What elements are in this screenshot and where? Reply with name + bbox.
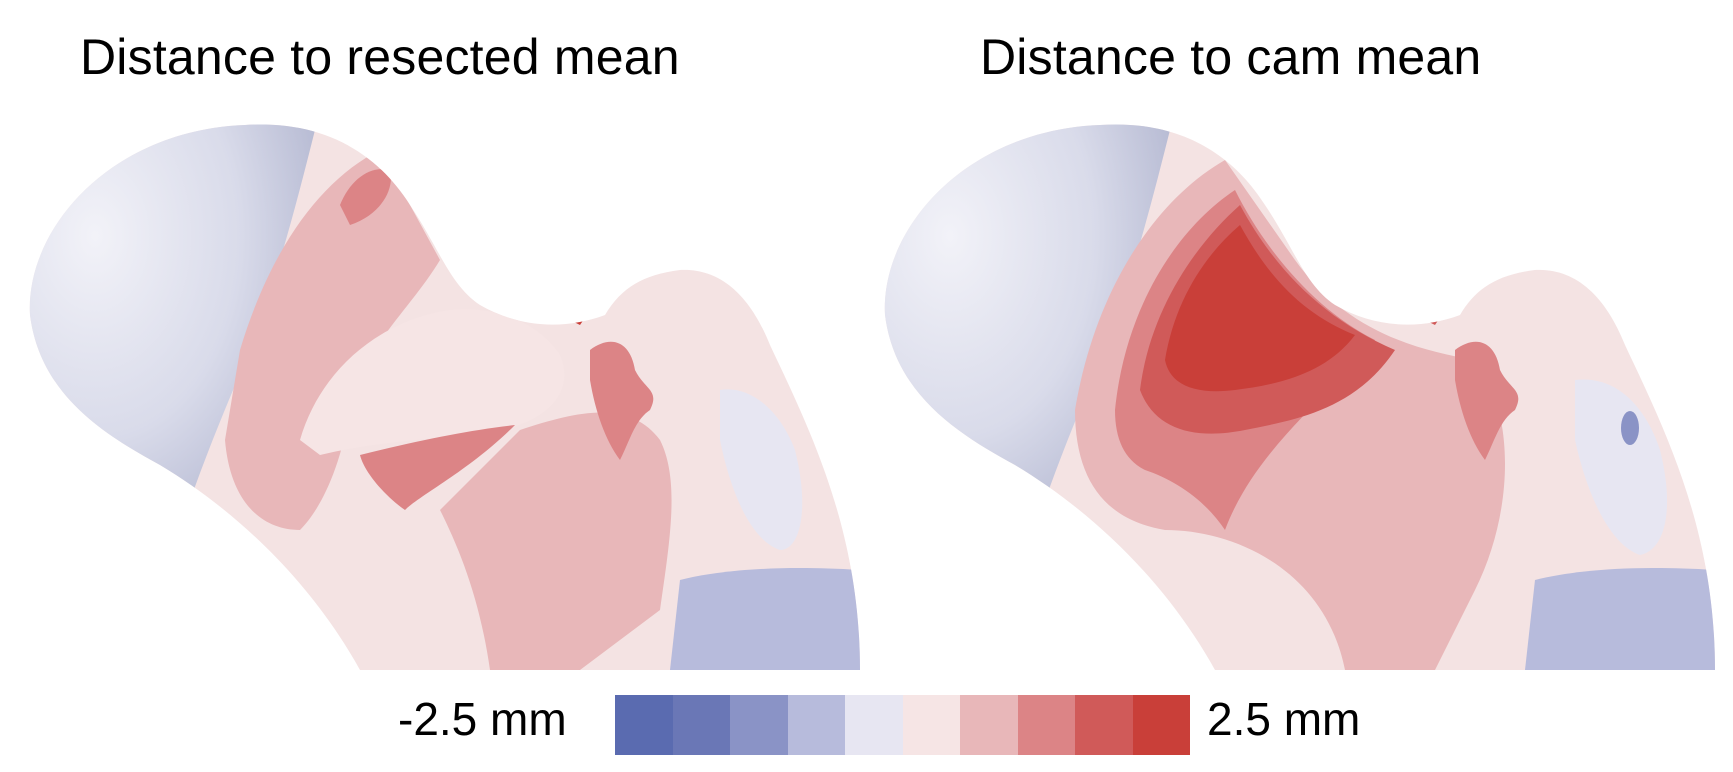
colorbar-max-label: 2.5 mm <box>1207 693 1361 745</box>
panel-title-resected: Distance to resected mean <box>80 29 680 85</box>
lateral-shaft-blue-zone <box>670 568 860 670</box>
neck-pale-zone <box>300 309 565 455</box>
colorbar-bin-2 <box>672 695 730 755</box>
colorbar-bin-4 <box>787 695 845 755</box>
trochanter-red-patch <box>1455 341 1519 460</box>
head-rim-red-patch <box>340 169 391 225</box>
colorbar-bin-10 <box>1132 695 1190 755</box>
lateral-pale-blue-zone <box>1575 379 1668 555</box>
colorbar <box>615 695 1190 755</box>
intertrochanteric-red-patch <box>360 425 515 510</box>
cam-peak-zone <box>1165 225 1355 392</box>
trochanter-red-patch <box>590 341 654 460</box>
colorbar-bin-1 <box>615 695 673 755</box>
colorbar-bin-6 <box>902 695 960 755</box>
lateral-shaft-blue-zone <box>1525 568 1715 670</box>
lateral-blue-spot <box>1621 411 1639 445</box>
lateral-pale-blue-zone <box>720 389 803 550</box>
femur-map-resected <box>29 124 860 670</box>
colorbar-bin-5 <box>845 695 903 755</box>
colorbar-bin-8 <box>1017 695 1075 755</box>
panel-title-cam: Distance to cam mean <box>980 29 1482 85</box>
colorbar-bin-3 <box>730 695 788 755</box>
colorbar-min-label: -2.5 mm <box>398 693 567 745</box>
femur-map-cam <box>884 124 1715 670</box>
trochanter-light-red-zone <box>440 412 672 670</box>
neck-light-red-zone <box>225 150 440 530</box>
colorbar-bin-9 <box>1075 695 1133 755</box>
colorbar-bin-7 <box>960 695 1018 755</box>
